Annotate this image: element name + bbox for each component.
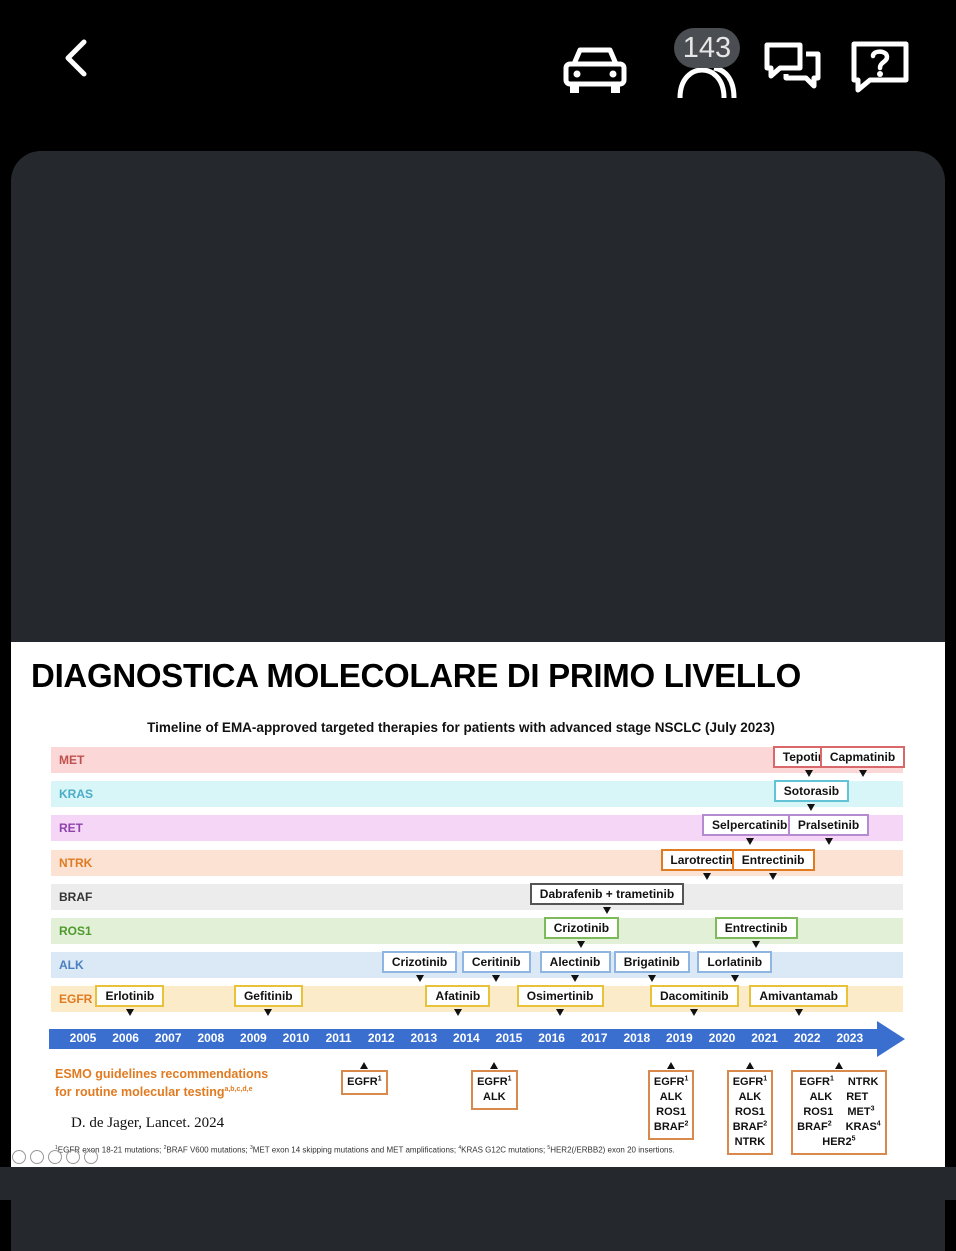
marker-triangle [690, 1009, 699, 1017]
year-label: 2007 [154, 1031, 182, 1045]
drug-box: Larotrectinib [660, 848, 754, 871]
year-label: 2022 [793, 1031, 821, 1045]
slide-image: DIAGNOSTICA MOLECOLARE DI PRIMO LIVELLO … [11, 642, 945, 1167]
drug-box: Crizotinib [543, 917, 619, 939]
slide-controls[interactable] [12, 1150, 102, 1169]
people-icon[interactable] [672, 60, 740, 100]
marker-triangle [835, 1062, 844, 1069]
marker-triangle [647, 975, 656, 983]
drug-box: Selpercatinib [702, 814, 798, 837]
drug-box: Sotorasib [773, 780, 849, 803]
back-icon[interactable] [58, 34, 98, 82]
year-label: 2012 [367, 1031, 395, 1045]
marker-triangle [730, 975, 739, 983]
year-label: 2008 [197, 1031, 225, 1045]
row-label: EGFR [59, 992, 93, 1007]
help-icon[interactable] [850, 40, 912, 94]
row-braf: BRAF [51, 883, 903, 910]
drug-box: Entrectinib [714, 917, 798, 939]
esmo-box: EGFR1 ALK ROS1 BRAF2 [647, 1070, 695, 1140]
marker-triangle [360, 1062, 369, 1069]
row-label: NTRK [59, 855, 93, 870]
marker-triangle [752, 941, 761, 948]
drug-box: Lorlatinib [697, 951, 773, 974]
marker-triangle [794, 1009, 803, 1017]
year-label: 2019 [666, 1031, 693, 1045]
row-label: KRAS [59, 787, 94, 802]
year-label: 2006 [112, 1031, 139, 1045]
marker-triangle [453, 1009, 462, 1017]
drug-box: Alectinib [539, 951, 611, 974]
marker-triangle [125, 1009, 134, 1017]
marker-triangle [745, 838, 754, 846]
drug-box: Gefitinib [233, 985, 303, 1008]
footnote: 1EGFR exon 18-21 mutations; 2BRAF V600 m… [55, 1145, 675, 1155]
bottom-bar [0, 1167, 956, 1200]
year-label: 2023 [836, 1031, 864, 1045]
marker-triangle [769, 872, 778, 880]
marker-triangle [556, 1009, 565, 1017]
citation: D. de Jager, Lancet. 2024 [71, 1115, 225, 1131]
slide-title: DIAGNOSTICA MOLECOLARE DI PRIMO LIVELLO [31, 657, 801, 694]
car-icon[interactable] [562, 44, 628, 96]
year-label: 2010 [282, 1031, 310, 1045]
marker-triangle [745, 1062, 754, 1069]
drug-box: Erlotinib [95, 985, 165, 1008]
drug-box: Dabrafenib + trametinib [529, 882, 684, 905]
drug-box: Dacomitinib [649, 985, 739, 1008]
marker-triangle [703, 872, 712, 880]
row-label: ALK [59, 958, 84, 973]
esmo-box: EGFR1 [341, 1070, 388, 1095]
marker-triangle [666, 1062, 675, 1069]
row-label: ROS1 [59, 924, 92, 938]
drug-box: Capmatinib [820, 746, 905, 768]
year-label: 2013 [410, 1031, 438, 1045]
year-label: 2015 [495, 1031, 523, 1045]
esmo-box: EGFR1 NTRK ALK RET ROS1 MET3 BRAF2 KRAS4 HER25 [791, 1070, 887, 1155]
row-label: MET [59, 753, 85, 767]
marker-triangle [264, 1009, 273, 1017]
drug-box: Crizotinib [382, 951, 458, 974]
marker-triangle [602, 906, 611, 914]
year-label: 2011 [325, 1031, 352, 1045]
marker-triangle [858, 770, 867, 777]
drug-box: Pralsetinib [788, 814, 869, 837]
marker-triangle [492, 975, 501, 983]
marker-triangle [490, 1062, 499, 1069]
notification-badge: 143 [674, 28, 740, 68]
year-axis-arrow [49, 1021, 905, 1057]
row-label: BRAF [59, 889, 93, 904]
drug-box: Entrectinib [731, 848, 815, 871]
drug-box: Osimertinib [516, 985, 604, 1008]
drug-box: Amivantamab [749, 985, 849, 1008]
marker-triangle [807, 804, 816, 812]
year-label: 2009 [240, 1031, 267, 1045]
esmo-label: ESMO guidelines recommendations for rout… [55, 1067, 269, 1100]
top-bar: 143 [0, 0, 956, 130]
year-label: 2020 [708, 1031, 736, 1045]
drug-box: Brigatinib [613, 951, 690, 974]
esmo-box: EGFR1 ALK [471, 1070, 518, 1110]
marker-triangle [577, 941, 586, 948]
row-label: RET [59, 821, 83, 836]
slide-subtitle: Timeline of EMA-approved targeted therap… [147, 720, 775, 735]
marker-triangle [415, 975, 424, 983]
year-label: 2017 [580, 1031, 608, 1045]
year-label: 2021 [751, 1031, 778, 1045]
year-label: 2016 [538, 1031, 565, 1045]
row-kras: KRAS [51, 781, 903, 808]
year-label: 2014 [453, 1031, 480, 1045]
year-label: 2018 [623, 1031, 651, 1045]
drug-box: Ceritinib [461, 951, 531, 974]
esmo-box: EGFR1 ALK ROS1 BRAF2 NTRK [726, 1070, 774, 1155]
marker-triangle [824, 838, 833, 846]
drug-box: Afatinib [425, 985, 491, 1008]
row-met: MET [51, 747, 903, 773]
marker-triangle [805, 770, 814, 777]
chat-icon[interactable] [762, 40, 824, 92]
marker-triangle [571, 975, 580, 983]
year-label: 2005 [69, 1031, 97, 1045]
